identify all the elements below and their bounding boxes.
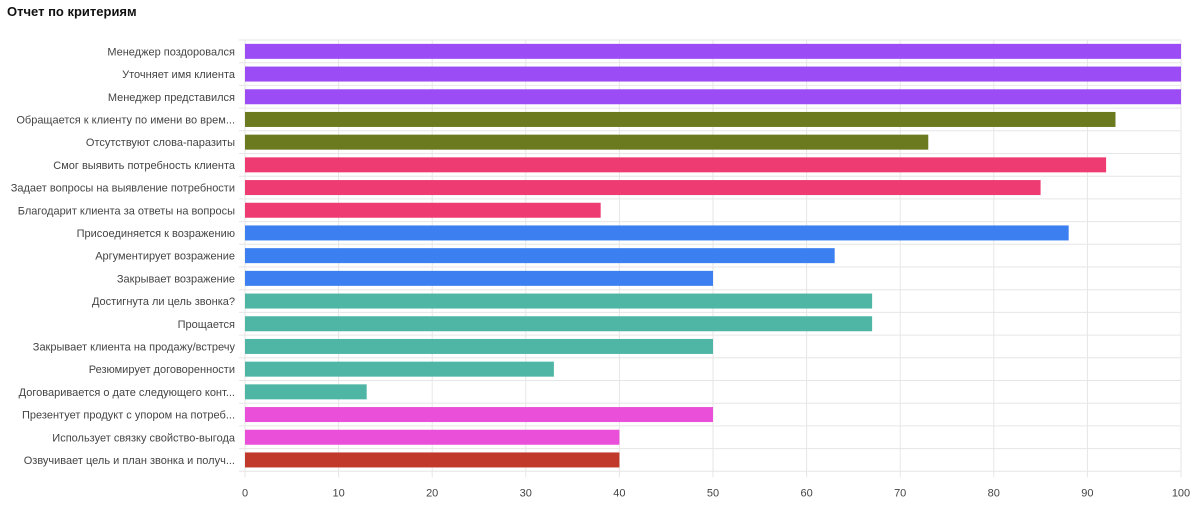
bar [245, 66, 1181, 82]
category-label: Смог выявить потребность клиента [53, 160, 236, 172]
bars-layer [245, 43, 1181, 468]
category-label: Благодарит клиента за ответы на вопросы [18, 205, 235, 217]
bar [245, 248, 835, 264]
bar [245, 111, 1116, 127]
category-label: Закрывает возражение [117, 273, 235, 285]
x-tick-label: 80 [988, 487, 1000, 499]
x-tick-label: 30 [520, 487, 532, 499]
bar [245, 384, 367, 400]
category-label: Отсутствуют слова-паразиты [86, 137, 235, 149]
bar [245, 180, 1041, 196]
x-tick-label: 70 [894, 487, 906, 499]
bar [245, 89, 1181, 105]
category-label: Презентует продукт с упором на потреб... [22, 410, 235, 422]
category-label: Резюмирует договоренности [89, 364, 235, 376]
category-label: Менеджер поздоровался [107, 46, 235, 58]
bar [245, 202, 601, 218]
category-label: Договаривается о дате следующего конт... [19, 387, 235, 399]
category-label: Озвучивает цель и план звонка и получ... [24, 455, 235, 467]
category-label: Прощается [178, 319, 235, 331]
category-label: Уточняет имя клиента [122, 69, 236, 81]
category-label: Аргументирует возражение [95, 251, 235, 263]
chart-title: Отчет по критериям [7, 4, 137, 19]
category-label: Обращается к клиенту по имени во врем... [16, 114, 235, 126]
category-label: Менеджер представился [108, 92, 235, 104]
bar [245, 452, 620, 468]
bar [245, 134, 929, 150]
category-label: Присоединяется к возражению [77, 228, 235, 240]
x-tick-label: 90 [1081, 487, 1093, 499]
x-tick-label: 10 [332, 487, 344, 499]
x-tick-label: 20 [426, 487, 438, 499]
x-axis-ticks: 0 10 20 30 40 50 60 70 80 90 100 [242, 487, 1190, 499]
bar [245, 361, 554, 377]
category-label: Использует связку свойство-выгода [52, 432, 236, 444]
category-label: Закрывает клиента на продажу/встречу [33, 341, 236, 353]
bar [245, 225, 1069, 241]
bar [245, 270, 713, 286]
x-tick-label: 50 [707, 487, 719, 499]
x-tick-label: 100 [1172, 487, 1190, 499]
category-label: Достигнута ли цель звонка? [92, 296, 235, 308]
category-labels: Менеджер поздоровался Уточняет имя клиент… [11, 46, 236, 467]
category-label: Задает вопросы на выявление потребности [11, 183, 235, 195]
bar [245, 338, 713, 354]
bar [245, 43, 1181, 59]
bar [245, 293, 873, 309]
bar [245, 157, 1107, 173]
x-tick-label: 60 [800, 487, 812, 499]
x-tick-label: 40 [613, 487, 625, 499]
x-tick-label: 0 [242, 487, 248, 499]
bar [245, 407, 713, 423]
bar [245, 316, 873, 332]
bar [245, 429, 620, 445]
